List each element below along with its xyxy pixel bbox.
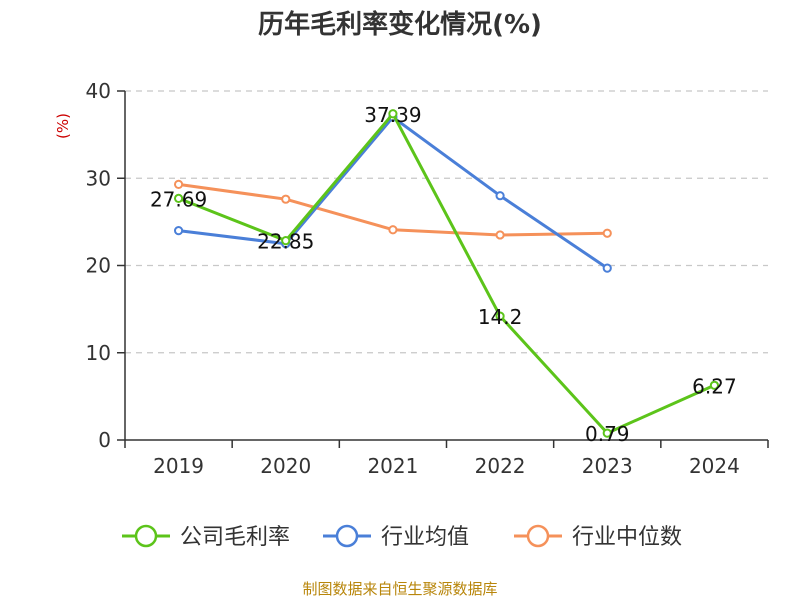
legend-item-0[interactable]: 公司毛利率 bbox=[122, 524, 290, 550]
legend-item-2[interactable]: 行业中位数 bbox=[514, 524, 682, 550]
data-label: 37.39 bbox=[364, 103, 421, 127]
x-tick-label: 2019 bbox=[153, 454, 204, 478]
data-point[interactable] bbox=[602, 428, 612, 438]
data-point[interactable] bbox=[602, 263, 612, 273]
y-axis-label: (%) bbox=[54, 113, 72, 139]
y-tick-label: 20 bbox=[86, 254, 111, 278]
data-point[interactable] bbox=[495, 230, 505, 240]
legend-item-1[interactable]: 行业均值 bbox=[323, 524, 469, 550]
grid bbox=[125, 90, 768, 354]
legend-marker bbox=[335, 524, 359, 548]
x-tick-label: 2022 bbox=[475, 454, 526, 478]
legend-label: 公司毛利率 bbox=[180, 525, 290, 550]
axes: 0 10 20 30 40 2019 2020 2021 2022 2023 2024 bbox=[86, 79, 769, 478]
x-tick-label: 2020 bbox=[260, 454, 311, 478]
legend-label: 行业均值 bbox=[381, 525, 469, 550]
data-point[interactable] bbox=[602, 228, 612, 238]
data-point[interactable] bbox=[495, 311, 505, 321]
data-label: 22.85 bbox=[257, 230, 314, 254]
data-label: 27.69 bbox=[150, 187, 207, 211]
data-point[interactable] bbox=[173, 226, 184, 236]
legend[interactable]: 公司毛利率 行业均值 行业中位数 bbox=[122, 524, 682, 550]
chart-title: 历年毛利率变化情况(%) bbox=[258, 9, 542, 40]
data-point[interactable] bbox=[709, 380, 720, 390]
data-point[interactable] bbox=[281, 236, 291, 246]
data-labels: 27.69 22.85 37.39 14.2 0.79 6.27 bbox=[150, 103, 737, 446]
legend-label: 行业中位数 bbox=[572, 525, 682, 550]
legend-marker bbox=[134, 524, 158, 548]
x-tick-label: 2024 bbox=[689, 454, 740, 478]
data-label: 14.2 bbox=[478, 305, 523, 329]
y-tick-label: 10 bbox=[86, 341, 111, 365]
legend-marker bbox=[526, 524, 550, 548]
data-point[interactable] bbox=[388, 109, 398, 119]
data-point[interactable] bbox=[173, 179, 184, 189]
x-tick-label: 2021 bbox=[367, 454, 418, 478]
data-label: 6.27 bbox=[692, 374, 737, 398]
y-tick-label: 0 bbox=[98, 428, 111, 452]
data-label: 0.79 bbox=[585, 422, 630, 446]
y-tick-label: 30 bbox=[86, 166, 111, 190]
data-point[interactable] bbox=[173, 193, 184, 204]
x-tick-label: 2023 bbox=[582, 454, 633, 478]
series bbox=[173, 109, 720, 438]
source-note: 制图数据来自恒生聚源数据库 bbox=[302, 580, 497, 598]
data-point[interactable] bbox=[281, 194, 291, 204]
y-tick-label: 40 bbox=[86, 79, 111, 103]
data-point[interactable] bbox=[388, 225, 398, 235]
series-line-0 bbox=[178, 112, 716, 435]
data-point[interactable] bbox=[495, 191, 505, 201]
